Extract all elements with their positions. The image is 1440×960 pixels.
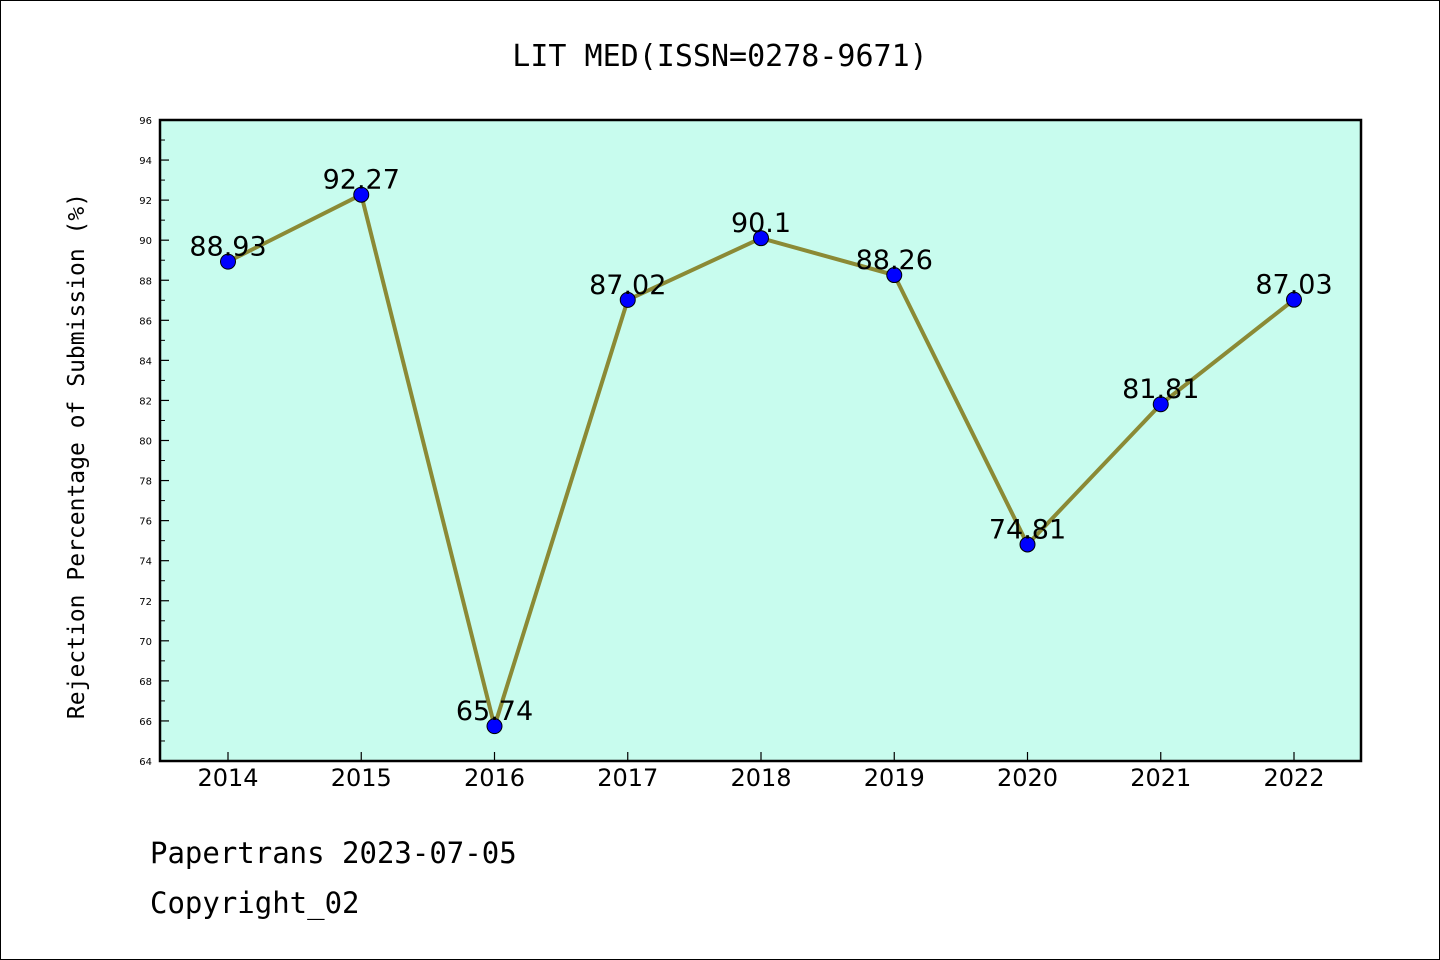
chart-title: LIT MED(ISSN=0278-9671) (512, 39, 927, 74)
y-tick-label: 92 (139, 196, 152, 207)
data-label-2022: 87.03 (1255, 270, 1332, 301)
y-tick-label: 80 (139, 437, 152, 448)
y-tick-label: 86 (139, 316, 152, 327)
data-point-2014 (220, 253, 236, 270)
y-tick-label: 64 (139, 757, 152, 768)
y-tick-label: 72 (139, 597, 152, 608)
x-tick-label: 2015 (331, 764, 392, 792)
y-tick-label: 90 (139, 236, 152, 247)
footer-date: Papertrans 2023-07-05 (150, 836, 517, 870)
data-point-2015 (353, 186, 370, 203)
data-label-2019: 88.26 (856, 245, 933, 276)
data-markers (220, 186, 1302, 735)
x-tick-label: 2021 (1130, 764, 1191, 792)
data-label-2020: 74.81 (989, 514, 1066, 545)
data-point-2018 (753, 230, 769, 247)
data-labels: 88.93 92.27 65.74 87.02 90.1 88.26 74.81 81.81 8… (189, 165, 1332, 727)
y-tick-label: 96 (139, 116, 152, 127)
data-label-2017: 87.02 (589, 270, 666, 301)
y-tick-label: 76 (139, 517, 152, 528)
data-point-2017 (619, 291, 636, 308)
y-axis-label: Rejection Percentage of Submission (%) (64, 193, 90, 719)
data-label-2014: 88.93 (189, 232, 266, 263)
data-point-2019 (886, 267, 903, 284)
y-tick-label: 74 (139, 557, 152, 568)
x-tick-label: 2016 (464, 764, 525, 792)
y-tick-label: 66 (139, 717, 152, 728)
y-tick-label: 82 (139, 396, 152, 407)
y-tick-label: 84 (139, 356, 152, 367)
x-tick-label: 2017 (597, 764, 658, 792)
x-axis: 2014 2015 2016 2017 2018 2019 2020 2021 2022 (197, 752, 1325, 792)
data-point-2020 (1019, 536, 1036, 553)
data-label-2016: 65.74 (456, 696, 533, 727)
y-tick-label: 78 (139, 477, 152, 488)
y-tick-label: 70 (139, 637, 152, 648)
x-tick-label: 2019 (864, 764, 925, 792)
plot-area (160, 120, 1361, 761)
data-label-2018: 90.1 (731, 208, 791, 239)
y-tick-label: 88 (139, 276, 152, 287)
data-point-2022 (1286, 291, 1302, 308)
x-tick-label: 2018 (730, 764, 791, 792)
data-point-2016 (486, 718, 503, 735)
y-tick-label: 68 (139, 677, 152, 688)
data-label-2015: 92.27 (323, 165, 400, 196)
x-tick-label: 2020 (997, 764, 1058, 792)
data-label-2021: 81.81 (1122, 374, 1199, 405)
x-tick-label: 2014 (197, 764, 258, 792)
footer-copyright: Copyright_02 (150, 886, 360, 920)
y-tick-label: 94 (139, 156, 152, 167)
x-tick-label: 2022 (1263, 764, 1324, 792)
plot-border (158, 118, 1363, 763)
data-point-2021 (1152, 396, 1169, 413)
